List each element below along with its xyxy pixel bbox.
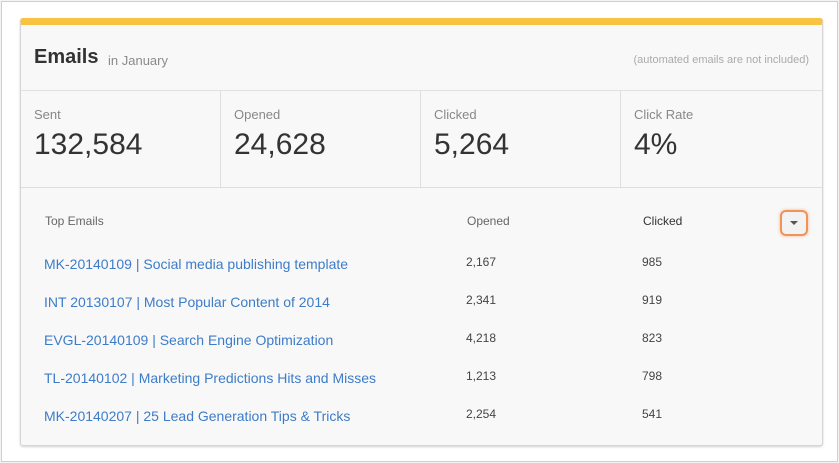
table-row: TL-20140102 | Marketing Predictions Hits… bbox=[21, 369, 822, 407]
widget-header: Emails in January (automated emails are … bbox=[21, 25, 822, 91]
stat-label: Click Rate bbox=[634, 107, 694, 122]
clicked-count: 985 bbox=[642, 255, 663, 269]
opened-count: 2,341 bbox=[466, 293, 497, 307]
stat-sent: Sent 132,584 bbox=[21, 91, 221, 187]
caret-down-icon bbox=[790, 221, 798, 225]
email-link[interactable]: MK-20140109 | Social media publishing te… bbox=[44, 256, 349, 272]
column-header-opened[interactable]: Opened bbox=[467, 214, 510, 228]
email-link[interactable]: TL-20140102 | Marketing Predictions Hits… bbox=[44, 370, 377, 386]
email-link[interactable]: MK-20140207 | 25 Lead Generation Tips & … bbox=[44, 408, 351, 424]
opened-count: 2,254 bbox=[466, 407, 497, 421]
stat-value: 4% bbox=[634, 128, 678, 161]
opened-count: 1,213 bbox=[466, 369, 497, 383]
table-row: INT 20130107 | Most Popular Content of 2… bbox=[21, 293, 822, 331]
widget-note: (automated emails are not included) bbox=[633, 54, 809, 66]
stat-value: 5,264 bbox=[434, 128, 510, 161]
clicked-count: 541 bbox=[642, 407, 663, 421]
stat-value: 132,584 bbox=[34, 128, 143, 161]
stat-label: Opened bbox=[234, 107, 281, 122]
opened-count: 2,167 bbox=[466, 255, 497, 269]
stat-value: 24,628 bbox=[234, 128, 326, 161]
stats-row: Sent 132,584 Opened 24,628 Clicked 5,264… bbox=[21, 91, 822, 188]
emails-widget: Emails in January (automated emails are … bbox=[20, 18, 823, 446]
column-header-top-emails: Top Emails bbox=[45, 214, 104, 228]
table-row: MK-20140207 | 25 Lead Generation Tips & … bbox=[21, 407, 822, 445]
table-row: EVGL-20140109 | Search Engine Optimizati… bbox=[21, 331, 822, 369]
clicked-count: 919 bbox=[642, 293, 663, 307]
clicked-count: 798 bbox=[642, 369, 663, 383]
stat-opened: Opened 24,628 bbox=[221, 91, 421, 187]
stat-clicked: Clicked 5,264 bbox=[421, 91, 621, 187]
stat-click-rate: Click Rate 4% bbox=[621, 91, 822, 187]
stat-label: Sent bbox=[34, 107, 61, 122]
stat-label: Clicked bbox=[434, 107, 477, 122]
widget-subtitle: in January bbox=[108, 53, 168, 68]
column-header-clicked[interactable]: Clicked bbox=[643, 214, 683, 228]
clicked-count: 823 bbox=[642, 331, 663, 345]
opened-count: 4,218 bbox=[466, 331, 497, 345]
email-link[interactable]: EVGL-20140109 | Search Engine Optimizati… bbox=[44, 332, 334, 348]
table-row: MK-20140109 | Social media publishing te… bbox=[21, 255, 822, 293]
top-emails-table: Top Emails Opened Clicked MK-20140109 | … bbox=[21, 188, 822, 446]
widget-title: Emails bbox=[34, 46, 99, 68]
email-link[interactable]: INT 20130107 | Most Popular Content of 2… bbox=[44, 294, 330, 310]
sort-dropdown-button[interactable] bbox=[780, 210, 808, 236]
